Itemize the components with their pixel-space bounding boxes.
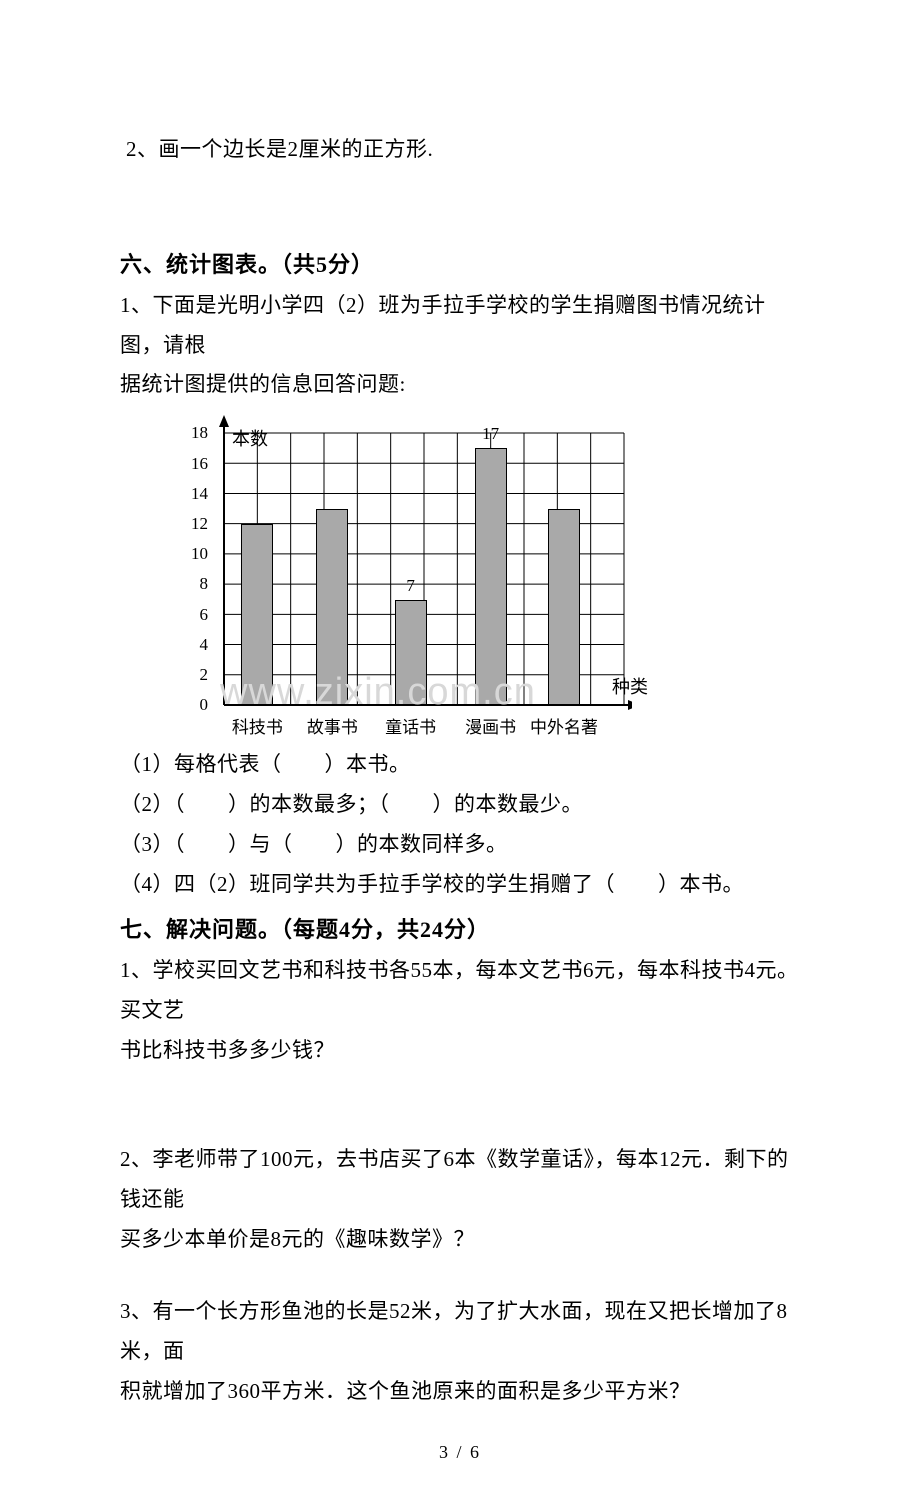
s6-q4: （4）四（2）班同学共为手拉手学校的学生捐赠了（ ）本书。 (120, 865, 800, 905)
spacer (120, 1070, 800, 1140)
bar-童话书 (395, 600, 427, 706)
bar-科技书 (241, 524, 273, 705)
s6-q2: （2）（ ）的本数最多；（ ）的本数最少。 (120, 785, 800, 825)
x-axis-label: 种类 (612, 673, 648, 699)
bar-漫画书 (475, 448, 507, 705)
s7-q1-line1: 1、学校买回文艺书和科技书各55本，每本文艺书6元，每本科技书4元。买文艺 (120, 951, 800, 1031)
bar-故事书 (316, 509, 348, 705)
x-label: 中外名著 (530, 713, 598, 738)
bar-value-label: 17 (482, 424, 499, 444)
section-6-heading: 六、统计图表。（共5分） (120, 244, 800, 286)
s7-q3-line2: 积就增加了360平方米．这个鱼池原来的面积是多少平方米？ (120, 1372, 800, 1412)
s7-q3-line1: 3、有一个长方形鱼池的长是52米，为了扩大水面，现在又把长增加了8米，面 (120, 1292, 800, 1372)
bar-chart: 024681012141618 717 科技书故事书童话书漫画书中外名著 本数 … (170, 413, 630, 735)
x-label: 童话书 (385, 713, 436, 738)
x-label: 科技书 (232, 713, 283, 738)
s6-intro-line1: 1、下面是光明小学四（2）班为手拉手学校的学生捐赠图书情况统计图，请根 (120, 286, 800, 366)
s7-q2-line1: 2、李老师带了100元，去书店买了6本《数学童话》，每本12元．剩下的钱还能 (120, 1140, 800, 1220)
s7-q2-line2: 买多少本单价是8元的《趣味数学》？ (120, 1220, 800, 1260)
spacer (120, 170, 800, 240)
s6-q1: （1）每格代表（ ）本书。 (120, 745, 800, 785)
bar-中外名著 (548, 509, 580, 705)
spacer (120, 1284, 800, 1292)
bar-value-label: 7 (406, 576, 415, 596)
page-number: 3 / 6 (120, 1442, 800, 1463)
x-label: 漫画书 (465, 713, 516, 738)
spacer (120, 1260, 800, 1284)
question-2: 2、画一个边长是2厘米的正方形. (120, 130, 800, 170)
s6-q3: （3）（ ）与（ ）的本数同样多。 (120, 825, 800, 865)
s6-intro-line2: 据统计图提供的信息回答问题: (120, 365, 800, 405)
section-7-heading: 七、解决问题。（每题4分，共24分） (120, 909, 800, 951)
s7-q1-line2: 书比科技书多多少钱？ (120, 1031, 800, 1071)
y-axis-label: 本数 (232, 425, 268, 451)
x-label: 故事书 (307, 713, 358, 738)
